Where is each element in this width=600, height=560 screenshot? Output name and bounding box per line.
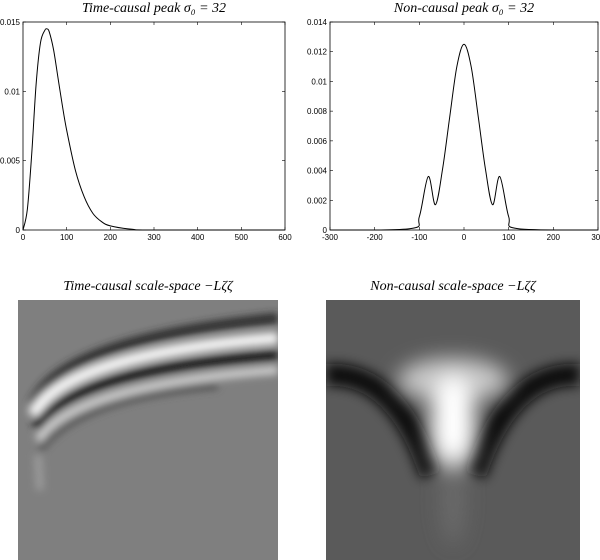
x-tick-label: 500: [235, 233, 249, 242]
x-tick-label: 0: [462, 233, 467, 242]
time-causal-scale-space-image: [18, 300, 278, 560]
x-tick-label: 200: [104, 233, 118, 242]
y-tick-label: 0.01: [4, 87, 20, 96]
panel-title-time-causal-peak: Time-causal peak σ₀ = 32: [81, 1, 227, 16]
heatmap-band: [27, 332, 278, 418]
panel-title-time-causal-scale-space: Time-causal scale-space −Lζζ: [63, 279, 233, 294]
y-tick-label: 0.012: [307, 48, 328, 57]
heatmap-band: [34, 454, 44, 491]
plot-frame: [329, 21, 599, 231]
x-tick-label: 0: [21, 233, 26, 242]
y-tick-label: 0.01: [311, 77, 327, 86]
non-causal-plot: -300 -200 -100 0 100 200 300 0 0.002 0.004 0.006 0.…: [307, 18, 600, 242]
heatmap-band: [37, 383, 219, 452]
plot-frame: [22, 21, 286, 231]
y-tick-label: 0.002: [307, 196, 328, 205]
x-tick-label: -200: [367, 233, 384, 242]
heatmap-band: [34, 366, 278, 443]
y-tick-label: 0.014: [307, 18, 328, 27]
x-tick-label: 300: [147, 233, 161, 242]
y-tick-label: 0.004: [307, 167, 328, 176]
heatmap-band: [464, 363, 580, 479]
heatmap-band: [31, 349, 278, 431]
x-tick-label: 400: [191, 233, 205, 242]
line-plots: 0 100 200 300 400 500 600 0 0.005 0.01 0.015 -300 -2…: [0, 18, 600, 242]
series-line: [329, 43, 599, 231]
x-tick-label: -300: [322, 233, 339, 242]
y-tick-label: 0: [323, 226, 328, 235]
heatmap-band: [28, 313, 278, 408]
y-tick-label: 0.015: [0, 18, 21, 27]
x-tick-label: 300: [591, 233, 600, 242]
y-tick-label: 0.005: [0, 157, 21, 166]
non-causal-scale-space-image: [326, 300, 580, 560]
heatmap-blob: [441, 455, 465, 545]
x-tick-label: 100: [60, 233, 74, 242]
time-causal-plot: 0 100 200 300 400 500 600 0 0.005 0.01 0.015: [0, 18, 292, 242]
x-tick-label: 200: [547, 233, 561, 242]
panel-title-non-causal-scale-space: Non-causal scale-space −Lζζ: [370, 279, 536, 294]
y-tick-label: 0: [16, 226, 21, 235]
x-tick-label: -100: [411, 233, 428, 242]
heatmap-band: [326, 363, 442, 479]
x-tick-label: 100: [502, 233, 516, 242]
heatmap-blob: [431, 375, 475, 475]
series-line: [22, 28, 286, 231]
x-tick-label: 600: [278, 233, 292, 242]
panel-title-non-causal-peak: Non-causal peak σ₀ = 32: [393, 1, 535, 16]
y-tick-label: 0.008: [307, 107, 328, 116]
y-tick-label: 0.006: [307, 137, 328, 146]
